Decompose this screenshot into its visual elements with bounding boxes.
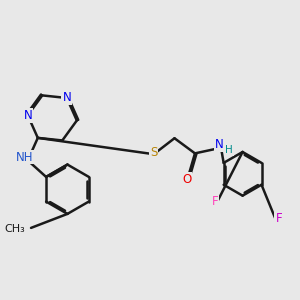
Text: NH: NH [16,151,33,164]
Text: CH₃: CH₃ [4,224,25,234]
Text: F: F [212,195,218,208]
Text: S: S [150,146,158,159]
Text: N: N [23,109,32,122]
Text: N: N [215,138,224,151]
Text: N: N [62,92,71,104]
Text: O: O [182,173,191,186]
Text: F: F [275,212,282,225]
Text: H: H [225,145,233,155]
